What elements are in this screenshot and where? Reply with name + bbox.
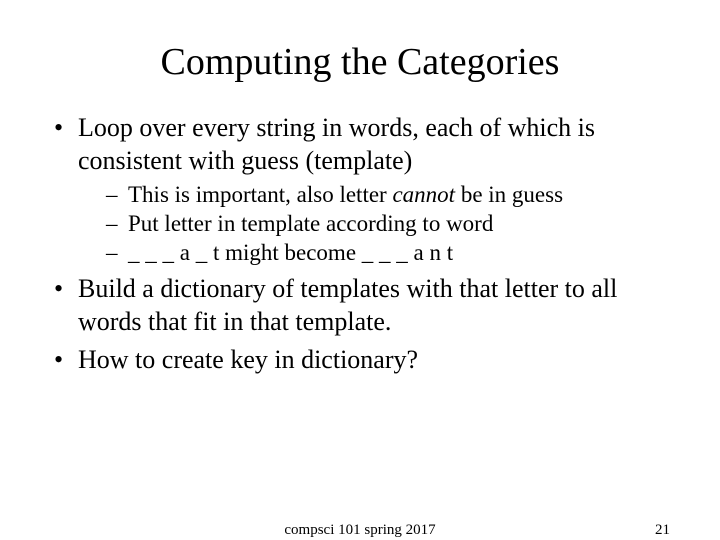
sub-text-post: be in guess xyxy=(455,182,563,207)
sub-item: This is important, also letter cannot be… xyxy=(78,181,670,210)
bullet-list: Loop over every string in words, each of… xyxy=(50,112,670,377)
footer-course: compsci 101 spring 2017 xyxy=(284,522,435,539)
bullet-item: How to create key in dictionary? xyxy=(50,344,670,377)
footer-page-number: 21 xyxy=(655,522,670,539)
sub-item: _ _ _ a _ t might become _ _ _ a n t xyxy=(78,239,670,268)
bullet-text: Loop over every string in words, each of… xyxy=(78,113,595,175)
bullet-text: Build a dictionary of templates with tha… xyxy=(78,274,617,336)
bullet-text: How to create key in dictionary? xyxy=(78,345,418,374)
sub-list: This is important, also letter cannot be… xyxy=(78,181,670,267)
sub-text-pre: _ _ _ a _ t might become _ _ _ a n t xyxy=(128,240,453,265)
slide-title: Computing the Categories xyxy=(50,40,670,84)
bullet-item: Build a dictionary of templates with tha… xyxy=(50,273,670,338)
bullet-item: Loop over every string in words, each of… xyxy=(50,112,670,267)
sub-text-pre: This is important, also letter xyxy=(128,182,392,207)
sub-text-italic: cannot xyxy=(392,182,455,207)
sub-text-pre: Put letter in template according to word xyxy=(128,211,493,236)
sub-item: Put letter in template according to word xyxy=(78,210,670,239)
